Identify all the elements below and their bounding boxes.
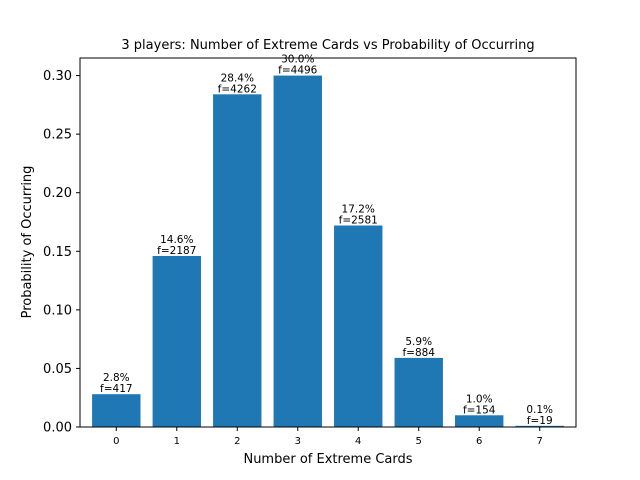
bar-3 [273, 75, 322, 427]
x-tick-label-3: 3 [295, 436, 301, 447]
y-axis-label: Probability of Occurring [20, 166, 35, 319]
x-tick-label-2: 2 [234, 436, 240, 447]
bar-label-3: 30.0% f=4496 [278, 54, 318, 77]
y-tick-label: 0.00 [43, 421, 72, 436]
y-tick-label: 0.15 [43, 245, 72, 260]
y-tick-label: 0.05 [43, 362, 72, 377]
x-tick-label-0: 0 [113, 436, 119, 447]
y-axis: 0.00 0.05 0.10 0.15 0.20 0.25 0.30 [43, 69, 80, 436]
bar-labels-group: 2.8% f=417 14.6% f=2187 28.4% f=4262 30.0% f=44… [100, 54, 553, 427]
x-tick-label-5: 5 [416, 436, 422, 447]
plot-frame [79, 57, 577, 428]
bar-0 [92, 394, 141, 427]
x-tick-label-1: 1 [174, 436, 180, 447]
bar-label-7: 0.1% f=19 [526, 404, 553, 427]
x-axis: 0 1 2 3 4 5 6 7 [113, 427, 543, 447]
x-tick-label-6: 6 [476, 436, 482, 447]
bar-2 [213, 94, 262, 427]
bar-4 [334, 225, 383, 427]
bar-6 [455, 415, 504, 427]
y-tick-label: 0.30 [43, 69, 72, 84]
bar-label-5: 5.9% f=884 [402, 336, 435, 359]
y-tick-label: 0.20 [43, 186, 72, 201]
bar-5 [394, 357, 443, 427]
bar-label-2: 28.4% f=4262 [218, 72, 257, 95]
bars-group [92, 75, 564, 427]
bar-1 [152, 255, 201, 427]
bar-7 [515, 425, 564, 427]
x-tick-label-7: 7 [537, 436, 543, 447]
x-tick-label-4: 4 [355, 436, 361, 447]
x-axis-label: Number of Extreme Cards [243, 452, 412, 467]
bar-label-6: 1.0% f=154 [463, 393, 496, 416]
y-tick-label: 0.25 [43, 128, 72, 143]
bar-label-0: 2.8% f=417 [100, 372, 133, 395]
y-tick-label: 0.10 [43, 303, 72, 318]
chart-title: 3 players: Number of Extreme Cards vs Pr… [121, 38, 534, 53]
bar-label-1: 14.6% f=2187 [157, 234, 196, 257]
bar-label-4: 17.2% f=2581 [339, 204, 378, 227]
